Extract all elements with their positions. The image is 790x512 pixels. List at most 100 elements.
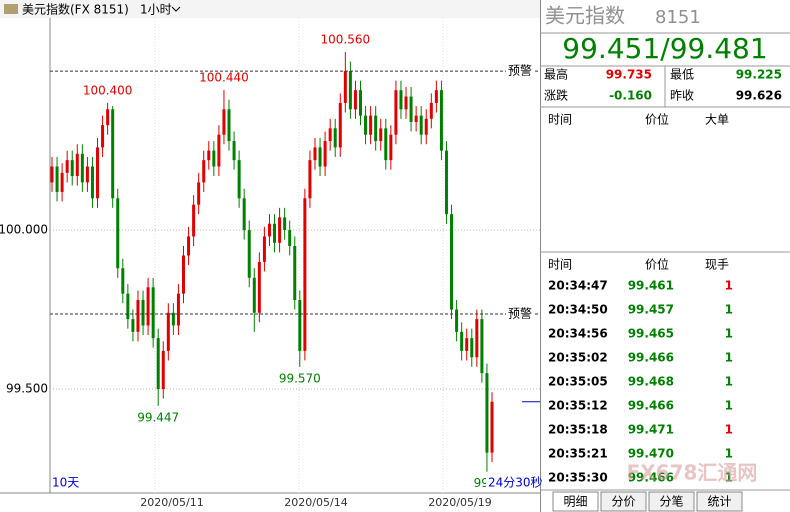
column-header: 价位	[645, 257, 669, 272]
candle-body	[475, 319, 479, 358]
column-header: 时间	[548, 258, 572, 272]
candle-body	[126, 293, 130, 320]
menu-icon[interactable]	[4, 4, 18, 14]
candle-body	[419, 115, 423, 135]
tick-volume: 1	[725, 351, 733, 365]
candle-body	[318, 147, 322, 167]
candle-body	[333, 128, 337, 148]
candle-body	[65, 160, 69, 173]
candle-body	[141, 300, 145, 326]
candle-body	[490, 401, 494, 453]
candle-body	[90, 166, 94, 199]
candle-body	[450, 214, 454, 310]
candle-body	[136, 300, 140, 332]
candle-body	[283, 217, 287, 231]
tab-label[interactable]: 分笔	[659, 494, 683, 509]
candle-body	[217, 134, 221, 167]
candle-body	[85, 166, 89, 183]
candle-body	[262, 236, 266, 262]
candle-body	[80, 153, 84, 183]
header-bar	[0, 0, 540, 18]
tick-time: 20:35:18	[548, 423, 608, 437]
column-header: 大单	[705, 113, 729, 127]
tab-label[interactable]: 统计	[707, 495, 731, 509]
field-label: 涨跌	[544, 88, 568, 103]
column-header: 价位	[645, 112, 669, 127]
tick-price: 99.468	[628, 375, 674, 389]
quote-name: 美元指数	[545, 4, 625, 28]
tick-price: 99.461	[628, 279, 674, 293]
candle-body	[313, 147, 317, 161]
candle-body	[338, 102, 342, 148]
candle-body	[55, 166, 59, 192]
candle-body	[106, 109, 110, 126]
candle-body	[444, 150, 448, 215]
candle-body	[247, 230, 251, 278]
tab-label[interactable]: 明细	[563, 495, 587, 509]
candle-body	[116, 198, 120, 269]
tab[interactable]	[600, 491, 647, 512]
candle-body	[207, 150, 211, 161]
candle-body	[111, 109, 115, 199]
tab[interactable]	[696, 491, 743, 512]
tick-time: 20:35:30	[548, 471, 608, 485]
candle-body	[202, 160, 206, 183]
candle-body	[404, 96, 408, 110]
tick-time: 20:34:50	[548, 303, 608, 317]
candle-body	[414, 115, 418, 122]
x-tick-label: 2020/05/19	[428, 496, 491, 509]
candle-body	[222, 109, 226, 135]
dropdown-arrow[interactable]	[171, 6, 181, 12]
candle-body	[151, 287, 155, 339]
candle-body	[379, 128, 383, 142]
alert-label: 预警	[508, 63, 532, 78]
field-label: 最高	[544, 67, 568, 82]
tick-price: 99.466	[628, 399, 674, 413]
candle-body	[181, 255, 185, 294]
candle-body	[480, 319, 484, 374]
candle-body	[439, 90, 443, 151]
field-label: 最低	[670, 68, 694, 82]
candle-body	[369, 115, 373, 135]
candle-body	[389, 134, 393, 161]
candle-body	[328, 128, 332, 142]
range-label: 10天	[52, 476, 79, 490]
field-value: -0.160	[609, 89, 652, 103]
tab-label[interactable]: 分价	[611, 495, 635, 509]
column-header: 时间	[548, 113, 572, 127]
column-header: 现手	[705, 258, 729, 272]
candle-body	[176, 293, 180, 326]
tick-time: 20:35:21	[548, 447, 608, 461]
tab[interactable]	[552, 491, 599, 512]
candle-body	[434, 90, 438, 103]
candle-body	[470, 338, 474, 358]
candle-body	[343, 71, 347, 103]
candle-body	[353, 90, 357, 110]
field-value: 99.225	[736, 68, 782, 82]
tick-volume: 1	[725, 447, 733, 461]
tick-time: 20:34:56	[548, 327, 608, 341]
tick-price: 99.465	[628, 327, 674, 341]
candle-body	[232, 141, 236, 161]
x-tick-label: 2020/05/14	[284, 496, 347, 509]
candle-body	[75, 153, 79, 177]
candle-body	[166, 312, 170, 351]
alert-bg	[506, 64, 534, 79]
tick-volume: 1	[725, 375, 733, 389]
candle-body	[384, 128, 388, 161]
candle-body	[161, 350, 165, 390]
countdown: 24分30秒	[488, 476, 543, 490]
x-tick-label: 2020/05/11	[140, 496, 203, 509]
candle-body	[348, 71, 352, 110]
candle-body	[237, 160, 241, 199]
tick-price: 99.470	[628, 447, 674, 461]
candle-body	[131, 319, 135, 332]
tick-volume: 1	[725, 327, 733, 341]
candle-body	[192, 204, 196, 237]
candle-body	[374, 115, 378, 142]
period[interactable]: 1小时	[140, 3, 172, 17]
tab[interactable]	[648, 491, 695, 512]
bid-ask: 99.451/99.481	[562, 32, 767, 65]
candle-body	[364, 115, 368, 135]
